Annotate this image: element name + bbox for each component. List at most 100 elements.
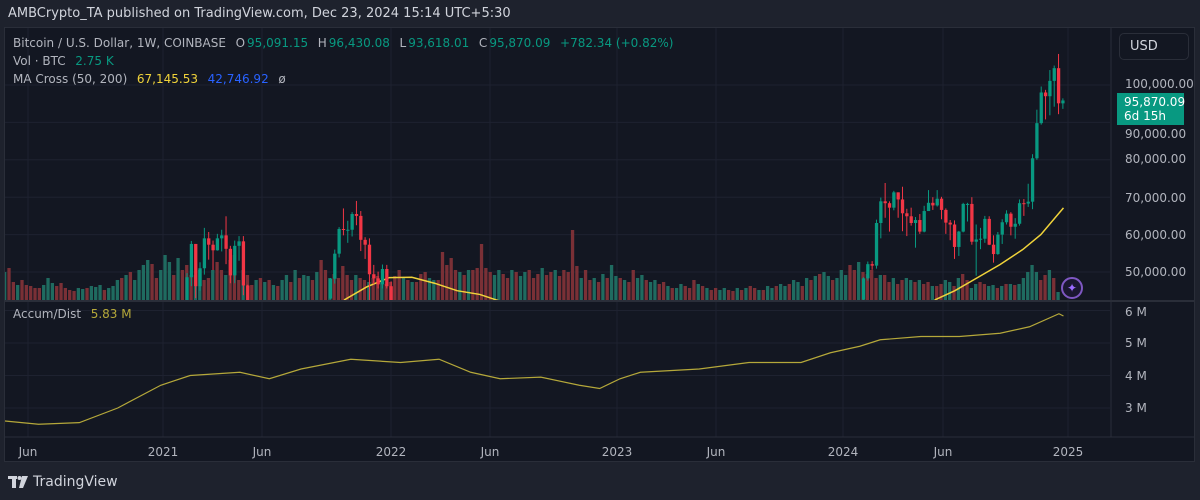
candle-body xyxy=(372,274,376,279)
price-tick: 70,000.00 xyxy=(1125,191,1187,205)
volume-bar xyxy=(1052,278,1056,300)
volume-bar xyxy=(761,290,765,300)
candle-body xyxy=(978,238,983,240)
volume-bar xyxy=(510,270,514,300)
volume-bar xyxy=(115,280,120,300)
volume-bar xyxy=(774,286,778,300)
volume-bar xyxy=(735,288,739,300)
candle-body xyxy=(189,243,194,278)
volume-bar xyxy=(50,283,55,300)
volume-bar xyxy=(367,282,371,300)
volume-bar xyxy=(1004,284,1008,300)
volume-bar xyxy=(670,288,674,300)
volume-bar xyxy=(1021,278,1026,300)
price-tick: 90,000.00 xyxy=(1125,127,1187,141)
volume-bar xyxy=(822,272,826,300)
volume-bar xyxy=(76,288,81,300)
volume-bar xyxy=(345,275,349,300)
candle-body xyxy=(913,220,918,224)
volume-bar xyxy=(813,276,817,300)
volume-bar xyxy=(102,290,107,300)
currency-button[interactable]: USD xyxy=(1119,33,1189,60)
close-value: 95,870.09 xyxy=(489,36,551,50)
open-label: O xyxy=(235,36,246,50)
volume-bar xyxy=(896,284,900,300)
volume-bar xyxy=(215,262,219,300)
volume-bar xyxy=(445,265,449,300)
candle-body xyxy=(185,277,189,300)
candles xyxy=(185,53,1065,300)
volume-bar xyxy=(414,282,419,300)
volume-bar xyxy=(909,280,913,300)
ad-tick: 6 M xyxy=(1125,305,1147,319)
ma200-value: 42,746.92 xyxy=(207,72,269,86)
bar-countdown: 6d 15h xyxy=(1124,109,1166,123)
low-label: L xyxy=(399,36,407,50)
volume-bar xyxy=(7,268,11,300)
candle-body xyxy=(896,192,900,200)
volume-bar xyxy=(1026,272,1030,300)
volume-bar xyxy=(98,285,102,300)
volume-bar xyxy=(922,284,926,300)
volume-bar xyxy=(427,278,432,300)
brand-name: TradingView xyxy=(33,474,118,490)
volume-bar xyxy=(835,278,839,300)
volume-bar xyxy=(562,270,566,300)
volume-bar xyxy=(622,280,627,300)
volume-bar xyxy=(605,278,609,300)
volume-bar xyxy=(146,260,150,300)
volume-bar xyxy=(844,275,848,300)
volume-bar xyxy=(870,270,874,300)
time-tick: 2025 xyxy=(1052,445,1084,459)
volume-bar xyxy=(462,275,466,300)
volume-bar xyxy=(874,278,878,300)
ad-tick: 3 M xyxy=(1125,401,1147,415)
volume-bar xyxy=(778,284,783,300)
volume-bar xyxy=(917,280,921,300)
symbol-legend[interactable]: Bitcoin / U.S. Dollar, 1W, COINBASE O 95,… xyxy=(13,36,675,50)
volume-bar xyxy=(224,275,228,300)
volume-bar xyxy=(744,288,748,300)
volume-bar xyxy=(648,282,653,300)
footer-brand[interactable]: TradingView xyxy=(8,474,118,490)
volume-bar xyxy=(397,270,401,300)
volume-legend[interactable]: Vol · BTC 2.75 K xyxy=(13,54,116,68)
volume-bar xyxy=(765,286,770,300)
volume-bar xyxy=(557,276,562,300)
candle-body xyxy=(1061,100,1065,104)
volume-bar xyxy=(696,284,700,300)
candle-body xyxy=(228,248,233,276)
sparkle-assistant-button[interactable]: ✦ xyxy=(1061,277,1083,299)
volume-bar xyxy=(705,288,709,300)
volume-bar xyxy=(544,275,549,300)
price-tick: 60,000.00 xyxy=(1125,228,1187,242)
ma-cross-legend[interactable]: MA Cross (50, 200) 67,145.53 42,746.92 ø xyxy=(13,72,288,86)
volume-bar xyxy=(692,280,696,300)
candle-body xyxy=(233,245,237,276)
last-price: 95,870.09 xyxy=(1124,95,1186,109)
accum-dist-legend[interactable]: Accum/Dist 5.83 M xyxy=(13,307,134,321)
candle-body xyxy=(354,214,359,216)
volume-bar xyxy=(631,270,635,300)
candle-body xyxy=(346,229,350,231)
candle-body xyxy=(211,244,215,251)
volume-bar xyxy=(289,282,293,300)
volume-bar xyxy=(852,270,856,300)
candle-body xyxy=(363,239,367,245)
volume-bar xyxy=(848,265,852,300)
volume-bar xyxy=(206,278,211,300)
volume-bar xyxy=(453,270,458,300)
volume-bar xyxy=(393,276,397,300)
volume-bar xyxy=(276,286,280,300)
volume-bar xyxy=(354,275,358,300)
volume-bar xyxy=(1043,275,1047,300)
volume-bar xyxy=(614,276,618,300)
candle-body xyxy=(918,220,922,232)
volume-bar xyxy=(900,280,904,300)
volume-bar xyxy=(887,282,891,300)
volume-bar xyxy=(68,290,72,300)
volume-bar xyxy=(969,288,974,300)
candle-body xyxy=(1035,123,1039,159)
candle-body xyxy=(965,203,970,205)
